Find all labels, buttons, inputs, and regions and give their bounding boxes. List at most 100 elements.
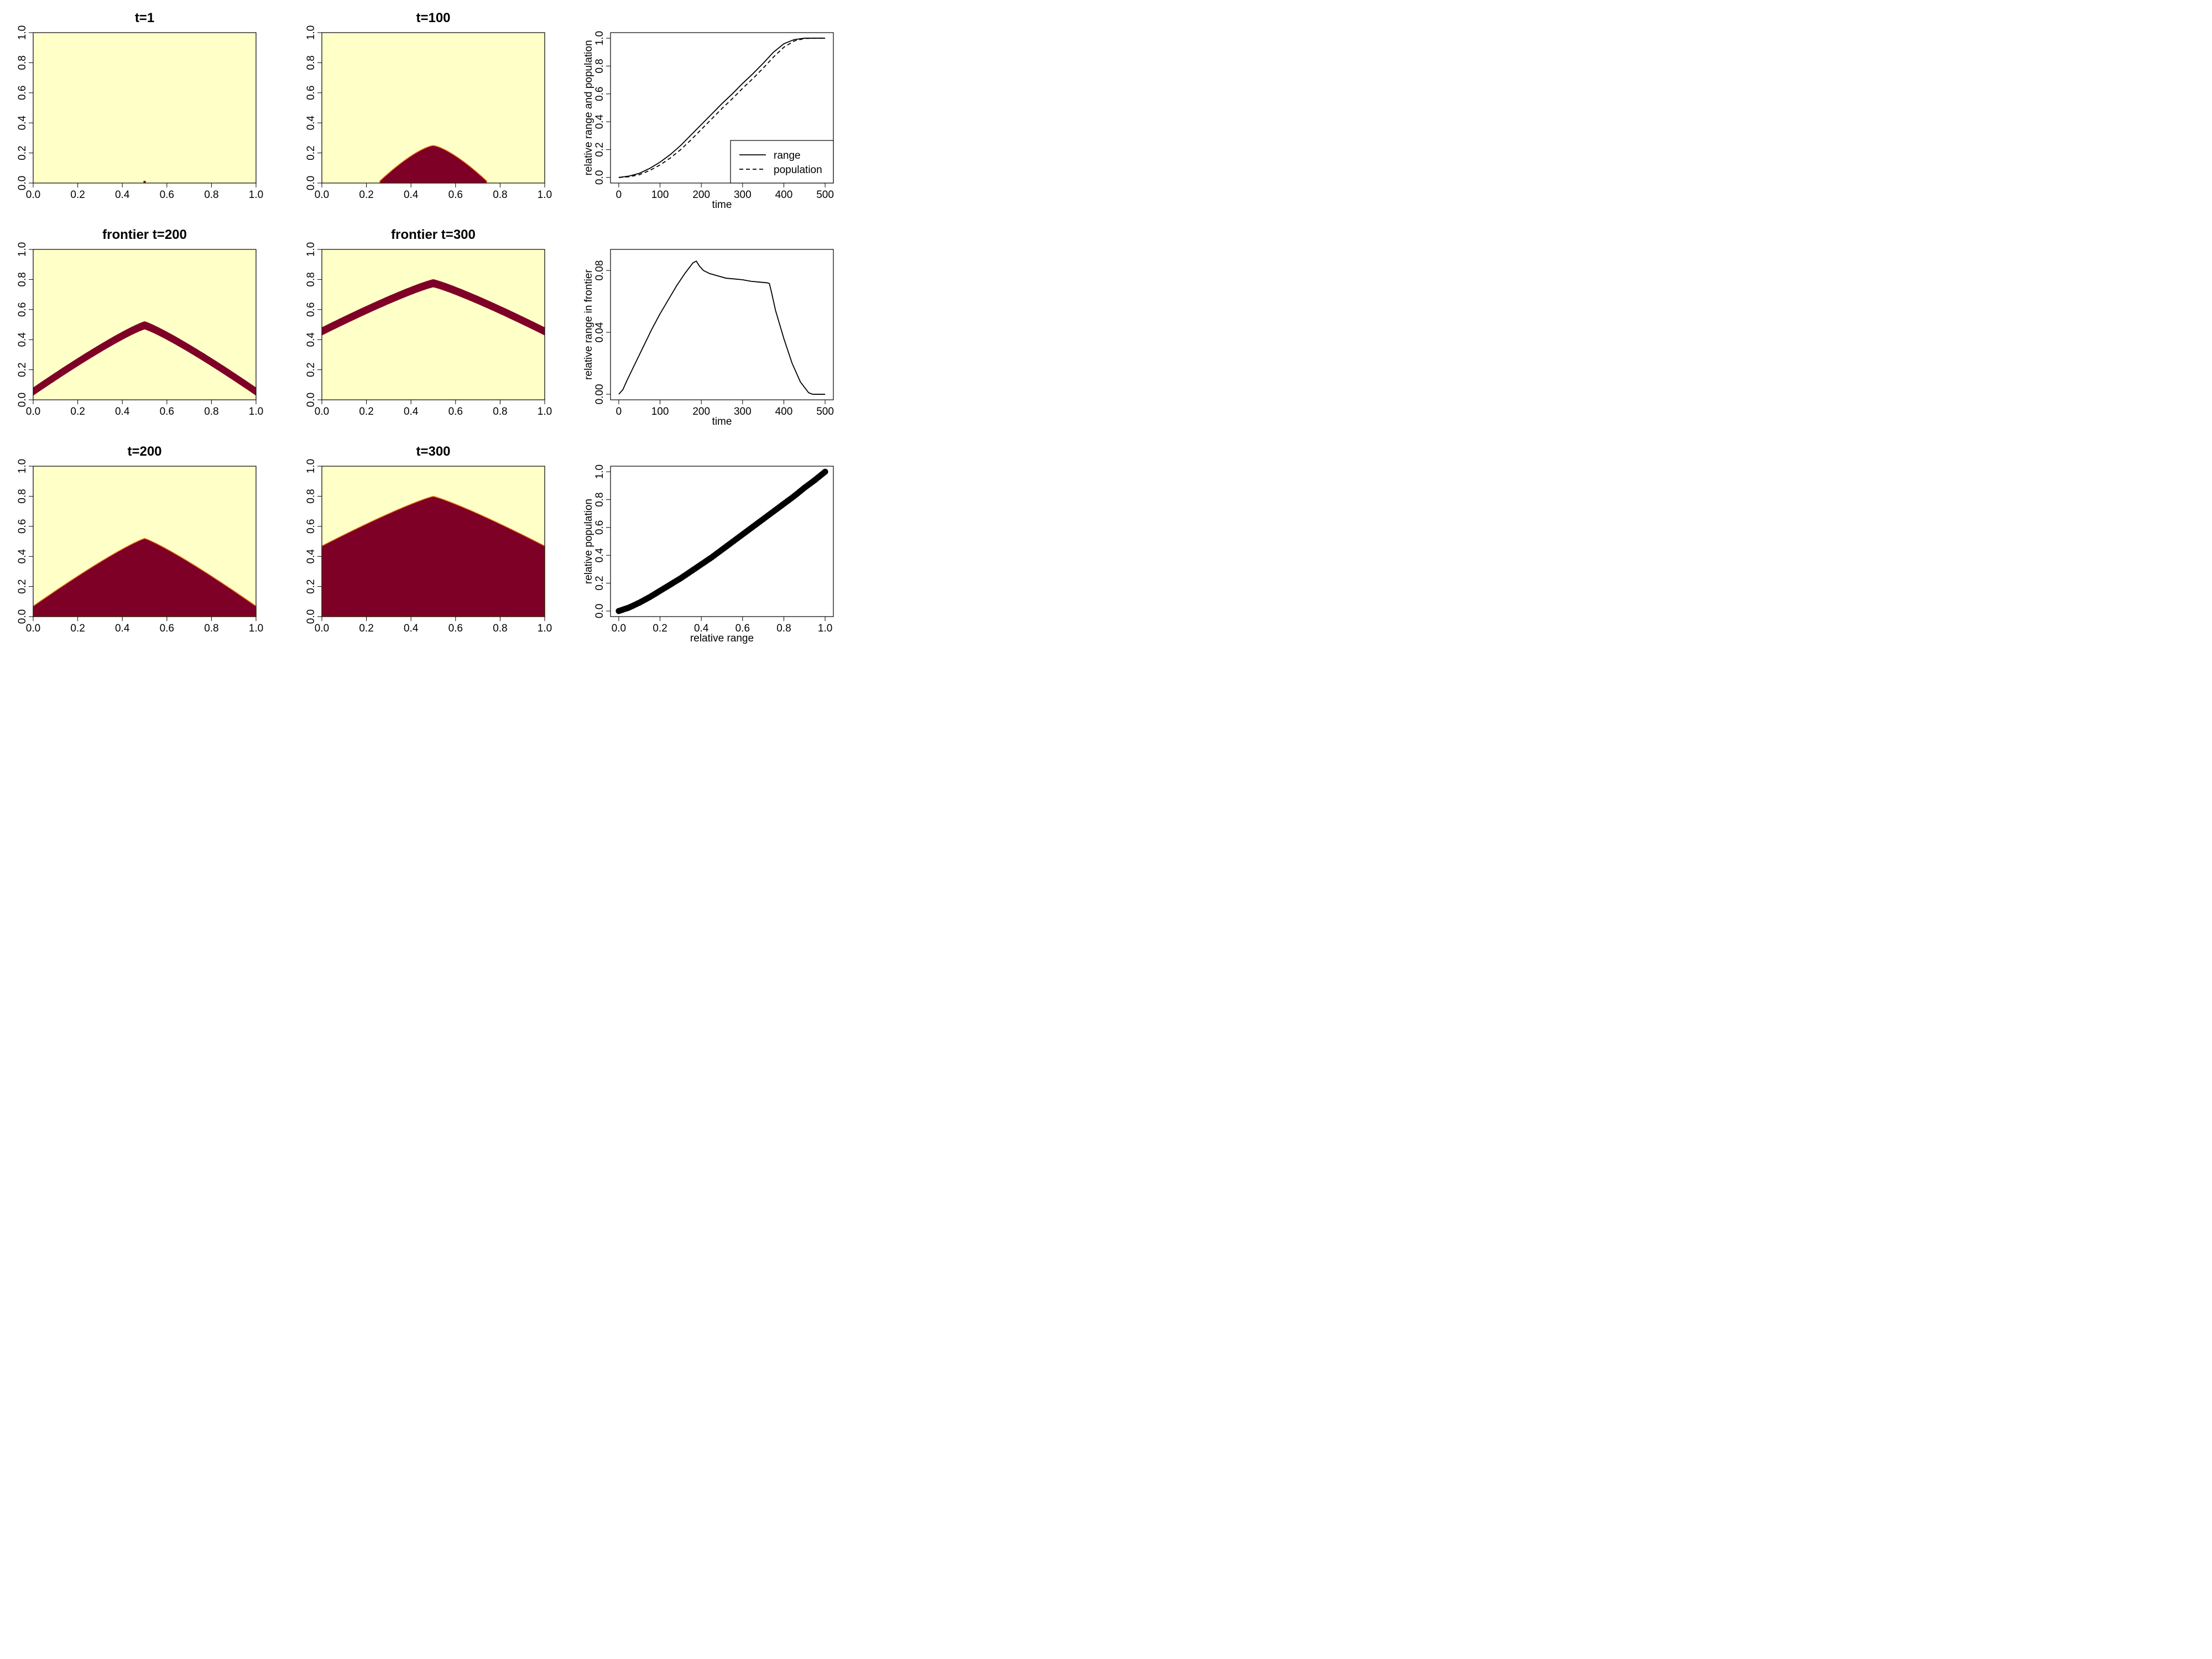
x-tick-label: 0.0: [26, 623, 40, 634]
y-tick-label: 0.6: [17, 519, 28, 534]
y-tick-label: 0.6: [594, 87, 606, 101]
plot-frame: [33, 249, 257, 400]
x-tick-label: 0.2: [359, 406, 373, 418]
figure: t=1 0.0 0.2 0.4 0.6 0.8 1.0 0.0 0.2 0.4 0.6 0.8 1.0 t…: [17, 11, 834, 644]
occupied-region: [33, 538, 257, 617]
x-tick-label: 400: [775, 189, 793, 201]
y-tick-label: 0.0: [305, 609, 317, 624]
y-tick-label: 0.2: [17, 145, 28, 160]
y-tick-label: 0.6: [305, 302, 317, 317]
x-tick-label: 200: [692, 406, 710, 418]
scatter-point: [822, 468, 828, 475]
x-tick-label: 0.8: [493, 189, 507, 201]
y-tick-label: 0.8: [305, 272, 317, 286]
x-tick-label: 0.8: [204, 623, 218, 634]
y-tick-label: 0.2: [305, 145, 317, 160]
y-axis-label: relative range in frontier: [583, 269, 594, 380]
y-tick-label: 0.8: [305, 489, 317, 503]
y-tick-label: 0.8: [594, 492, 606, 507]
x-tick-label: 0.8: [204, 406, 218, 418]
y-tick-label: 0.6: [305, 519, 317, 534]
y-tick-label: 0.2: [594, 576, 606, 590]
y-tick-label: 0.08: [594, 260, 606, 281]
y-tick-label: 0.6: [305, 86, 317, 100]
y-tick-label: 0.8: [17, 272, 28, 286]
x-tick-label: 0.4: [404, 406, 419, 418]
plot-frame: [33, 32, 257, 184]
x-tick-label: 1.0: [249, 623, 263, 634]
x-tick-label: 0.8: [776, 623, 791, 634]
x-tick-label: 300: [734, 189, 752, 201]
x-tick-label: 0.6: [160, 406, 174, 418]
heatmap-panel-7: t=300 0.0 0.2 0.4 0.6 0.8 1.0 0.0 0.2 0.4 0.6 0.8 1.…: [305, 444, 552, 634]
legend-label-range: range: [774, 150, 801, 161]
x-tick-label: 0.8: [493, 406, 507, 418]
x-tick-label: 100: [651, 189, 669, 201]
y-tick-label: 1.0: [17, 459, 28, 473]
heatmap-background: [322, 249, 545, 400]
x-axis-label: relative range: [690, 633, 754, 644]
y-tick-label: 0.2: [305, 362, 317, 377]
y-tick-label: 1.0: [305, 459, 317, 473]
x-tick-label: 1.0: [249, 189, 263, 201]
x-tick-label: 0.2: [359, 623, 373, 634]
y-tick-label: 0.0: [594, 170, 606, 185]
panel-title: t=300: [416, 444, 450, 459]
x-tick-label: 400: [775, 406, 793, 418]
x-tick-label: 0.6: [160, 623, 174, 634]
heatmap-background: [33, 33, 256, 183]
x-tick-label: 0: [616, 189, 622, 201]
y-tick-label: 0.0: [594, 604, 606, 618]
x-tick-label: 0.0: [26, 189, 40, 201]
plot-frame: [321, 32, 545, 184]
x-tick-label: 0.2: [653, 623, 667, 634]
panel-title: t=200: [127, 444, 161, 459]
x-tick-label: 500: [816, 189, 834, 201]
y-tick-label: 0.8: [17, 489, 28, 503]
panel-title: frontier t=300: [391, 227, 476, 242]
y-tick-label: 0.4: [17, 332, 28, 347]
x-tick-label: 0.8: [493, 623, 507, 634]
x-tick-label: 0.8: [204, 189, 218, 201]
x-tick-label: 0.2: [70, 189, 85, 201]
panel-title: frontier t=200: [102, 227, 187, 242]
x-tick-label: 1.0: [538, 189, 552, 201]
legend: range population: [730, 140, 834, 184]
heatmap-panel-4: frontier t=300 0.0 0.2 0.4 0.6 0.8 1.0 0.0 0.2 0.…: [305, 227, 552, 418]
scatter-panel-8: 0.0 0.2 0.4 0.6 0.8 1.0 0.0 0.2 0.4 0.6 0.8 1.0 rela…: [583, 465, 834, 644]
line-panel-2: 0 100 200 300 400 500 0.0 0.2 0.4 0.6 0.8 1.0 time re…: [583, 31, 834, 211]
x-tick-label: 0.6: [448, 623, 463, 634]
y-tick-label: 0.2: [17, 579, 28, 593]
y-tick-label: 1.0: [17, 242, 28, 257]
x-tick-label: 0.4: [694, 623, 709, 634]
x-axis-label: time: [712, 199, 732, 211]
series-line-population: [618, 38, 826, 178]
y-tick-label: 0.0: [17, 393, 28, 407]
y-tick-label: 1.0: [17, 25, 28, 40]
legend-label-population: population: [774, 164, 822, 176]
y-tick-label: 0.00: [594, 384, 606, 404]
y-tick-label: 0.4: [305, 332, 317, 347]
plot-frame: [610, 249, 834, 400]
legend-box: [730, 140, 834, 184]
y-tick-label: 0.0: [305, 393, 317, 407]
x-tick-label: 1.0: [538, 623, 552, 634]
x-tick-label: 200: [692, 189, 710, 201]
x-tick-label: 100: [651, 406, 669, 418]
panel-title: t=1: [135, 11, 154, 25]
plot-frame: [33, 466, 257, 617]
x-tick-label: 0.0: [315, 189, 329, 201]
x-tick-label: 0.0: [612, 623, 626, 634]
x-tick-label: 0.6: [448, 189, 463, 201]
y-tick-label: 0.4: [594, 114, 606, 129]
series-line-0: [618, 260, 826, 395]
y-tick-label: 1.0: [594, 465, 606, 479]
y-tick-label: 0.0: [17, 609, 28, 624]
x-tick-label: 300: [734, 406, 752, 418]
y-tick-label: 0.8: [594, 59, 606, 73]
y-tick-label: 0.2: [594, 142, 606, 156]
y-tick-label: 0.6: [17, 86, 28, 100]
plot-frame: [321, 249, 545, 400]
x-tick-label: 0.4: [115, 406, 130, 418]
y-tick-label: 0.2: [17, 362, 28, 377]
